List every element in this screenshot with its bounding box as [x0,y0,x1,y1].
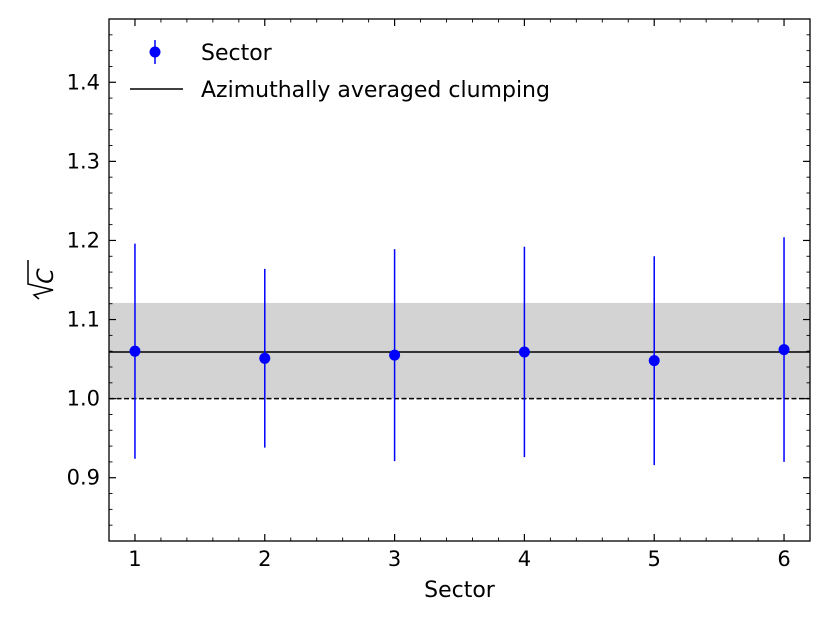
legend-item-sector: Sector [149,40,273,66]
y-tick-label-5: 1.3 [67,149,100,173]
data-point-6 [778,344,790,356]
sqrt-symbol [27,260,54,300]
major-ticks [109,19,810,541]
data-point-5 [648,355,660,367]
legend: Sector Azimuthally averaged clumping [130,40,550,103]
x-tick-label-6: 6 [777,547,790,571]
axes-frame [108,18,811,542]
legend-label-sector: Sector [201,41,273,66]
uncertainty-band [109,302,810,399]
x-tick-label-3: 3 [388,547,401,571]
data-point-2 [259,352,271,364]
y-tick-label-3: 1.1 [67,308,100,332]
x-tick-label-2: 2 [258,547,271,571]
x-tick-label-1: 1 [128,547,141,571]
y-tick-label-2: 1.0 [67,387,100,411]
y-tick-labels: 0.9 1.0 1.1 1.2 1.3 1.4 [67,70,100,489]
x-axis-label: Sector [424,578,496,603]
data-point-3 [389,349,401,361]
plot-area [109,237,810,466]
legend-marker-point [149,46,161,58]
y-axis-label-text: C [34,268,59,284]
y-axis-label: C [27,260,59,300]
data-point-1 [129,345,141,357]
y-tick-label-1: 0.9 [67,466,100,490]
x-tick-labels: 1 2 3 4 5 6 [128,547,790,571]
y-tick-label-4: 1.2 [67,228,100,252]
legend-label-average: Azimuthally averaged clumping [201,78,550,103]
data-point-4 [518,346,530,358]
x-tick-label-4: 4 [518,547,531,571]
x-tick-label-5: 5 [648,547,661,571]
legend-item-average: Azimuthally averaged clumping [130,78,550,103]
y-tick-label-6: 1.4 [67,70,100,94]
